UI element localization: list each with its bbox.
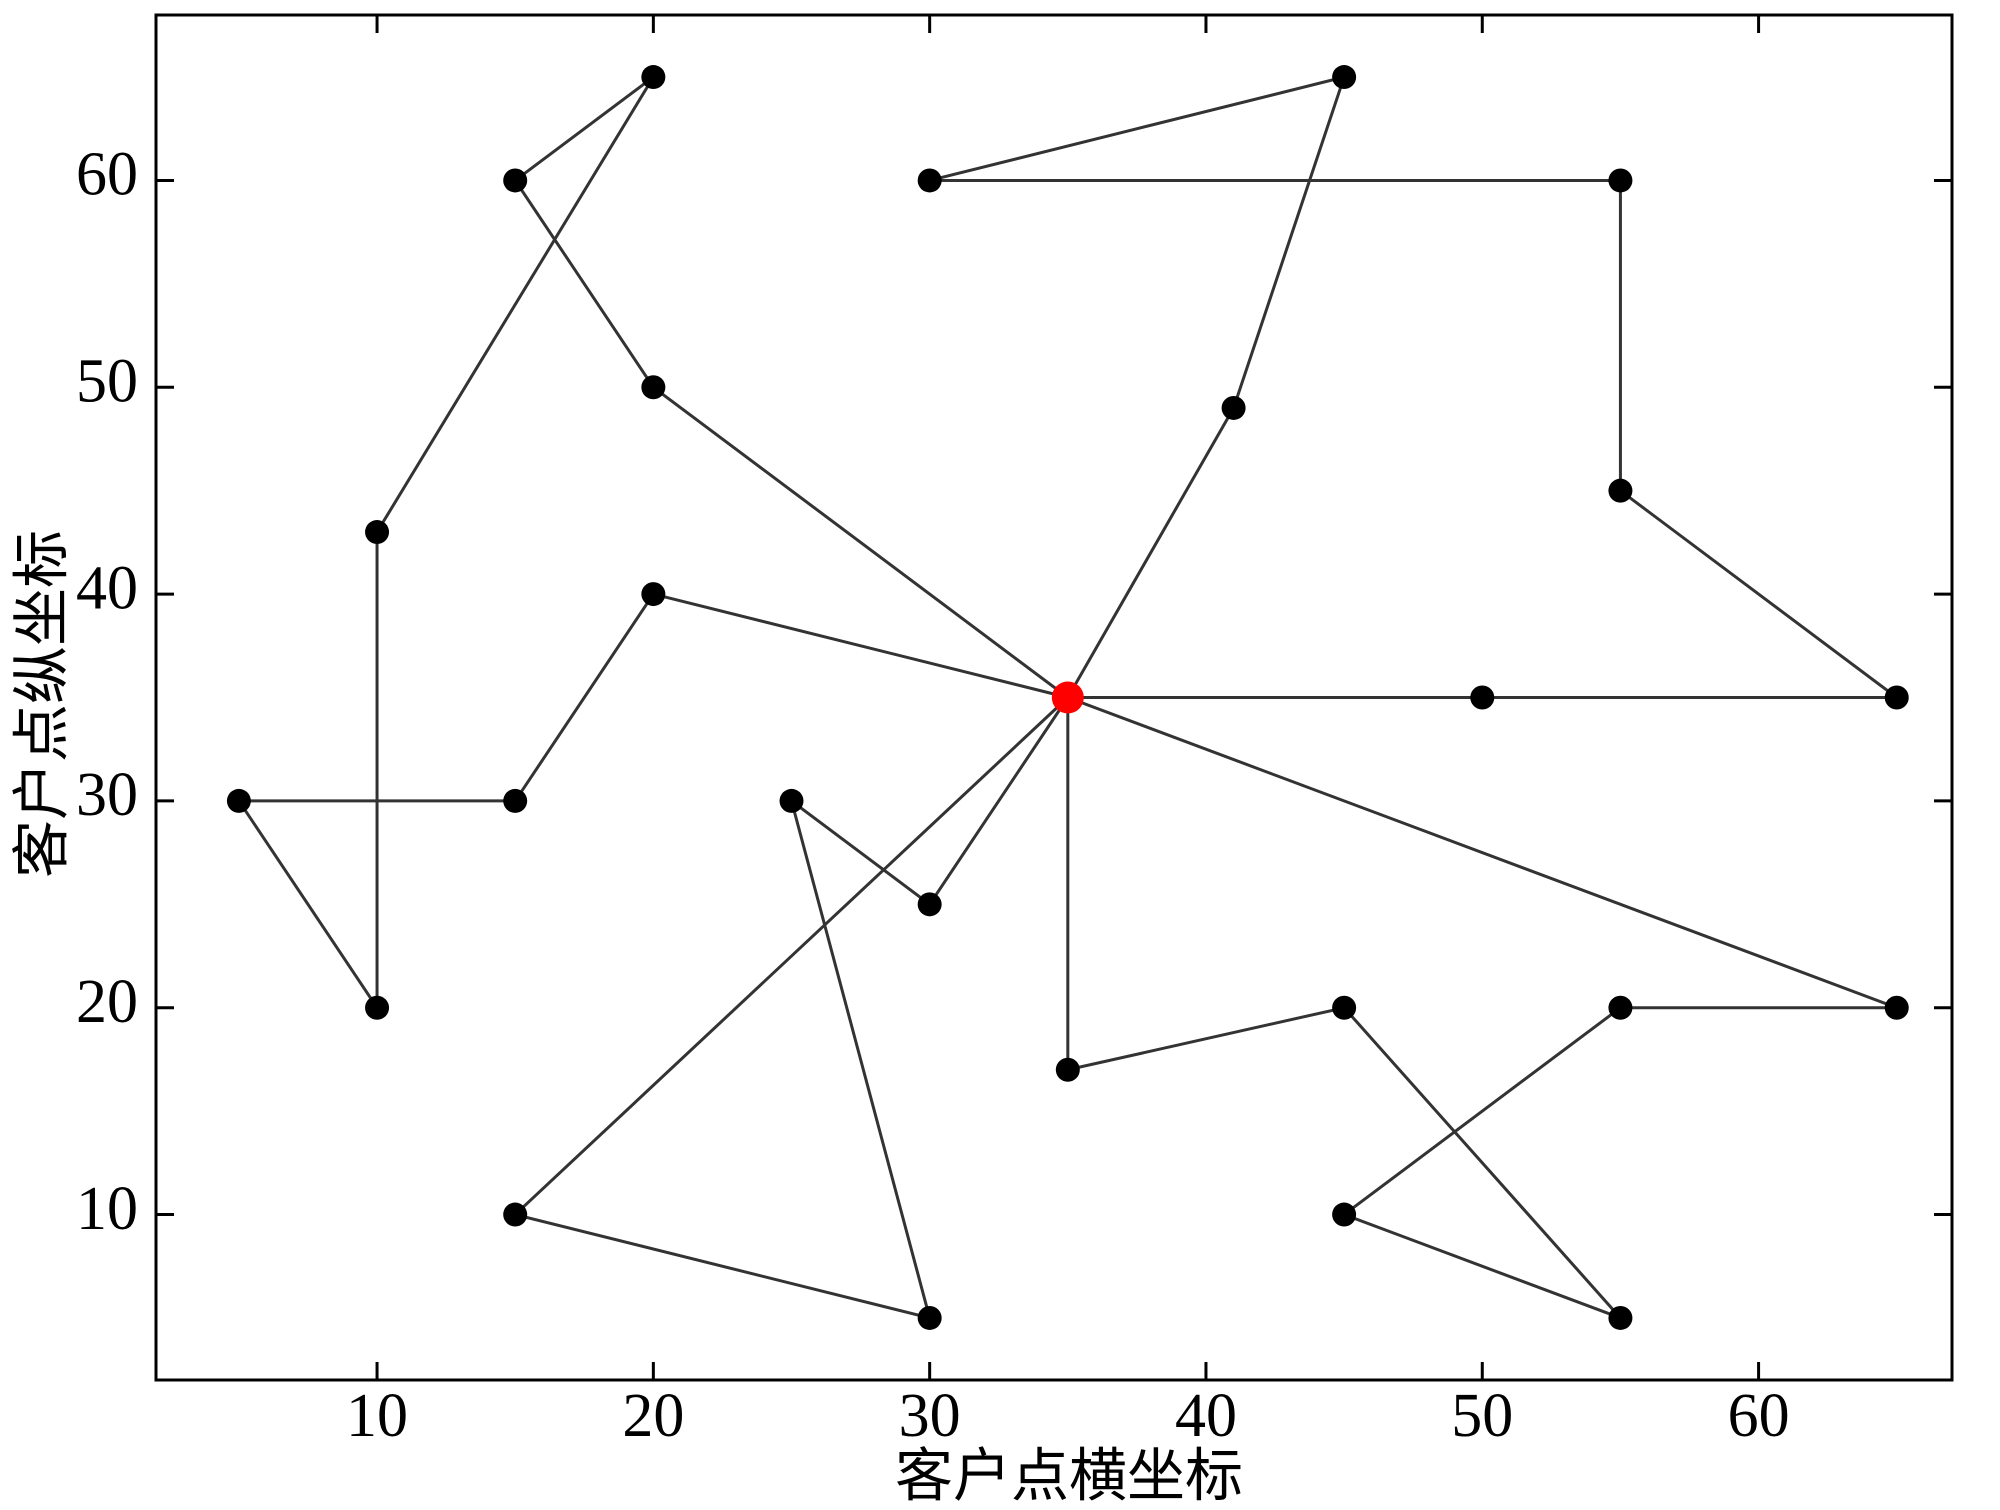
customer-point (1470, 685, 1495, 710)
customer-point (917, 892, 942, 917)
customer-point (779, 788, 804, 813)
customer-point (1608, 478, 1633, 503)
route-line (512, 696, 1070, 1321)
customer-point (1608, 1305, 1633, 1330)
y-tick-label: 20 (76, 968, 138, 1036)
x-tick-label: 40 (1175, 1382, 1237, 1450)
y-tick-label: 30 (76, 761, 138, 829)
customer-point (1221, 395, 1246, 420)
customer-point (1332, 1202, 1357, 1227)
customer-point (1608, 168, 1633, 193)
x-tick-label: 50 (1451, 1382, 1513, 1450)
y-tick-label: 60 (76, 141, 138, 209)
customer-point (503, 788, 528, 813)
depot-point (1051, 681, 1084, 714)
customer-point (226, 788, 251, 813)
customer-point (641, 582, 666, 607)
x-tick-label: 20 (622, 1382, 684, 1450)
y-axis-label: 客户点纵坐标 (9, 530, 74, 878)
route-line (929, 74, 1902, 699)
x-tick-label: 30 (899, 1382, 961, 1450)
customer-point (503, 1202, 528, 1227)
customer-point (365, 520, 390, 545)
customer-point (503, 168, 528, 193)
x-tick-label: 60 (1728, 1382, 1790, 1450)
customer-point (1884, 995, 1909, 1020)
route-line (1066, 696, 1898, 1320)
customer-point (641, 375, 666, 400)
x-tick-label: 10 (346, 1382, 408, 1450)
y-tick-label: 40 (76, 554, 138, 622)
customer-point (1884, 685, 1909, 710)
customer-point (1055, 1057, 1080, 1082)
y-tick-label: 10 (76, 1175, 138, 1243)
customer-point (1608, 995, 1633, 1020)
route-line (236, 75, 1069, 1013)
customer-point (1332, 65, 1357, 90)
customer-point (917, 1305, 942, 1330)
customer-point (917, 168, 942, 193)
x-axis-label: 客户点横坐标 (895, 1443, 1243, 1508)
customer-point (1332, 995, 1357, 1020)
y-tick-label: 50 (76, 348, 138, 416)
customer-point (641, 65, 666, 90)
customer-point (365, 995, 390, 1020)
plot-frame (154, 13, 1954, 1382)
